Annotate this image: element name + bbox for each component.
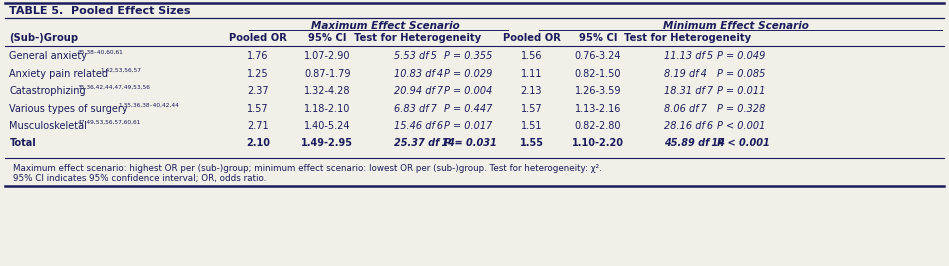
Text: 2.10: 2.10 (246, 139, 270, 148)
Text: Pooled OR: Pooled OR (230, 33, 287, 43)
Text: 0.76-3.24: 0.76-3.24 (575, 51, 621, 61)
Text: P = 0.447: P = 0.447 (444, 103, 493, 114)
Text: 1,35,36,38–40,42,44: 1,35,36,38–40,42,44 (119, 102, 179, 107)
Text: 10.83 df 4: 10.83 df 4 (394, 69, 443, 78)
Text: 11.13 df 5: 11.13 df 5 (664, 51, 714, 61)
Text: 0.82-2.80: 0.82-2.80 (575, 121, 621, 131)
Text: 1.55: 1.55 (519, 139, 544, 148)
Text: 1.76: 1.76 (248, 51, 269, 61)
Text: P = 0.328: P = 0.328 (717, 103, 766, 114)
Text: 1.40-5.24: 1.40-5.24 (305, 121, 350, 131)
Text: P = 0.017: P = 0.017 (444, 121, 493, 131)
Text: 1.10-2.20: 1.10-2.20 (572, 139, 623, 148)
Text: 1.13-2.16: 1.13-2.16 (575, 103, 621, 114)
Text: 1.57: 1.57 (248, 103, 269, 114)
Text: 95% CI: 95% CI (579, 33, 617, 43)
Text: P = 0.029: P = 0.029 (444, 69, 493, 78)
Text: 1.18-2.10: 1.18-2.10 (305, 103, 350, 114)
Text: Maximum Effect Scenario: Maximum Effect Scenario (311, 21, 459, 31)
Text: 1.56: 1.56 (521, 51, 542, 61)
Text: 2.71: 2.71 (248, 121, 269, 131)
Text: 95% CI: 95% CI (308, 33, 346, 43)
Text: 28.16 df 6: 28.16 df 6 (664, 121, 714, 131)
Text: Test for Heterogeneity: Test for Heterogeneity (624, 33, 752, 43)
Text: 1,42,53,56,57: 1,42,53,56,57 (101, 68, 141, 73)
Text: Test for Heterogeneity: Test for Heterogeneity (354, 33, 481, 43)
Text: 95% CI indicates 95% confidence interval; OR, odds ratio.: 95% CI indicates 95% confidence interval… (13, 174, 267, 183)
Text: 35,38–40,60,61: 35,38–40,60,61 (78, 50, 123, 55)
Text: 2.13: 2.13 (521, 86, 542, 96)
Text: 0.87-1.79: 0.87-1.79 (305, 69, 350, 78)
Text: 1.07-2.90: 1.07-2.90 (305, 51, 350, 61)
Text: 1.11: 1.11 (521, 69, 542, 78)
Text: (Sub-)Group: (Sub-)Group (9, 33, 79, 43)
Text: Total: Total (9, 139, 36, 148)
Text: 15.46 df 6: 15.46 df 6 (394, 121, 443, 131)
Text: 2.37: 2.37 (248, 86, 269, 96)
Text: 8.19 df 4: 8.19 df 4 (664, 69, 707, 78)
Text: P = 0.085: P = 0.085 (717, 69, 766, 78)
Text: Catastrophizing: Catastrophizing (9, 86, 86, 96)
Text: TABLE 5.  Pooled Effect Sizes: TABLE 5. Pooled Effect Sizes (9, 6, 191, 16)
Text: 1.32-4.28: 1.32-4.28 (305, 86, 350, 96)
Text: Minimum Effect Scenario: Minimum Effect Scenario (662, 21, 809, 31)
Text: 1.25: 1.25 (248, 69, 269, 78)
Text: Maximum effect scenario: highest OR per (sub-)group; minimum effect scenario: lo: Maximum effect scenario: highest OR per … (13, 164, 602, 173)
Text: P = 0.011: P = 0.011 (717, 86, 766, 96)
Text: 8.06 df 7: 8.06 df 7 (664, 103, 707, 114)
Text: P = 0.049: P = 0.049 (717, 51, 766, 61)
Text: 1.49-2.95: 1.49-2.95 (302, 139, 353, 148)
Text: 6.83 df 7: 6.83 df 7 (394, 103, 437, 114)
Text: 35,36,42,44,47,49,53,56: 35,36,42,44,47,49,53,56 (78, 85, 151, 90)
Text: Musculoskeletal: Musculoskeletal (9, 121, 87, 131)
Text: P = 0.355: P = 0.355 (444, 51, 493, 61)
Text: P < 0.001: P < 0.001 (717, 121, 766, 131)
Text: P = 0.004: P = 0.004 (444, 86, 493, 96)
Text: 1.26-3.59: 1.26-3.59 (575, 86, 621, 96)
Text: 20.94 df 7: 20.94 df 7 (394, 86, 443, 96)
Text: 47,49,53,56,57,60,61: 47,49,53,56,57,60,61 (78, 120, 141, 125)
Text: 1.51: 1.51 (521, 121, 542, 131)
Text: P < 0.001: P < 0.001 (717, 139, 771, 148)
Text: 25.37 df 14: 25.37 df 14 (394, 139, 455, 148)
Text: Anxiety pain related: Anxiety pain related (9, 69, 108, 78)
Text: Various types of surgery: Various types of surgery (9, 103, 128, 114)
Text: 5.53 df 5: 5.53 df 5 (394, 51, 437, 61)
Text: P = 0.031: P = 0.031 (444, 139, 497, 148)
Text: 45.89 df 14: 45.89 df 14 (664, 139, 725, 148)
Text: 0.82-1.50: 0.82-1.50 (575, 69, 621, 78)
Text: 18.31 df 7: 18.31 df 7 (664, 86, 714, 96)
Text: General anxiety: General anxiety (9, 51, 87, 61)
Text: 1.57: 1.57 (521, 103, 542, 114)
Text: Pooled OR: Pooled OR (503, 33, 560, 43)
